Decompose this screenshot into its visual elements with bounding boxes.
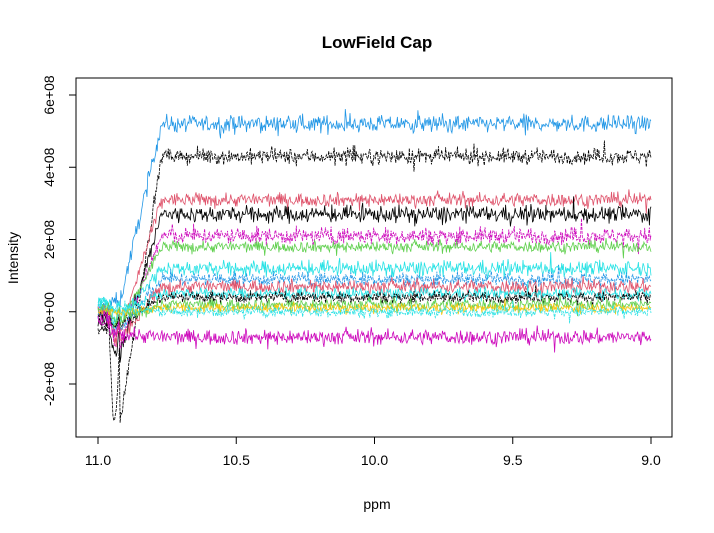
series-line <box>97 276 652 347</box>
y-tick-label: -2e+08 <box>41 362 57 406</box>
x-axis-label: ppm <box>363 496 390 512</box>
x-tick-label: 10.5 <box>223 452 250 468</box>
series-line <box>97 196 652 363</box>
x-tick-label: 10.0 <box>361 452 388 468</box>
series-line <box>97 252 652 325</box>
series-line <box>97 189 652 337</box>
y-tick-label: 0e+00 <box>41 292 57 332</box>
series-line <box>97 296 652 324</box>
series-line <box>97 285 652 328</box>
x-axis: 11.0 10.5 10.0 9.5 9.0 <box>85 436 661 468</box>
series-line <box>97 310 652 353</box>
y-axis: -2e+08 0e+00 2e+08 4e+08 6e+08 <box>41 75 77 406</box>
y-tick-label: 4e+08 <box>41 147 57 187</box>
series-line <box>97 298 652 317</box>
series-line <box>97 218 652 350</box>
y-tick-label: 6e+08 <box>41 75 57 115</box>
series-layer <box>97 109 652 423</box>
series-line <box>97 264 652 335</box>
series-line <box>97 295 652 323</box>
series-line <box>97 140 652 423</box>
series-line <box>97 238 652 329</box>
chart-title: LowField Cap <box>322 33 433 52</box>
x-tick-label: 9.0 <box>641 452 661 468</box>
plot-frame <box>75 77 673 438</box>
y-tick-label: 2e+08 <box>41 220 57 260</box>
y-axis-label: Intensity <box>5 232 21 284</box>
series-line <box>97 109 652 317</box>
x-tick-label: 9.5 <box>503 452 523 468</box>
x-tick-label: 11.0 <box>85 452 111 468</box>
